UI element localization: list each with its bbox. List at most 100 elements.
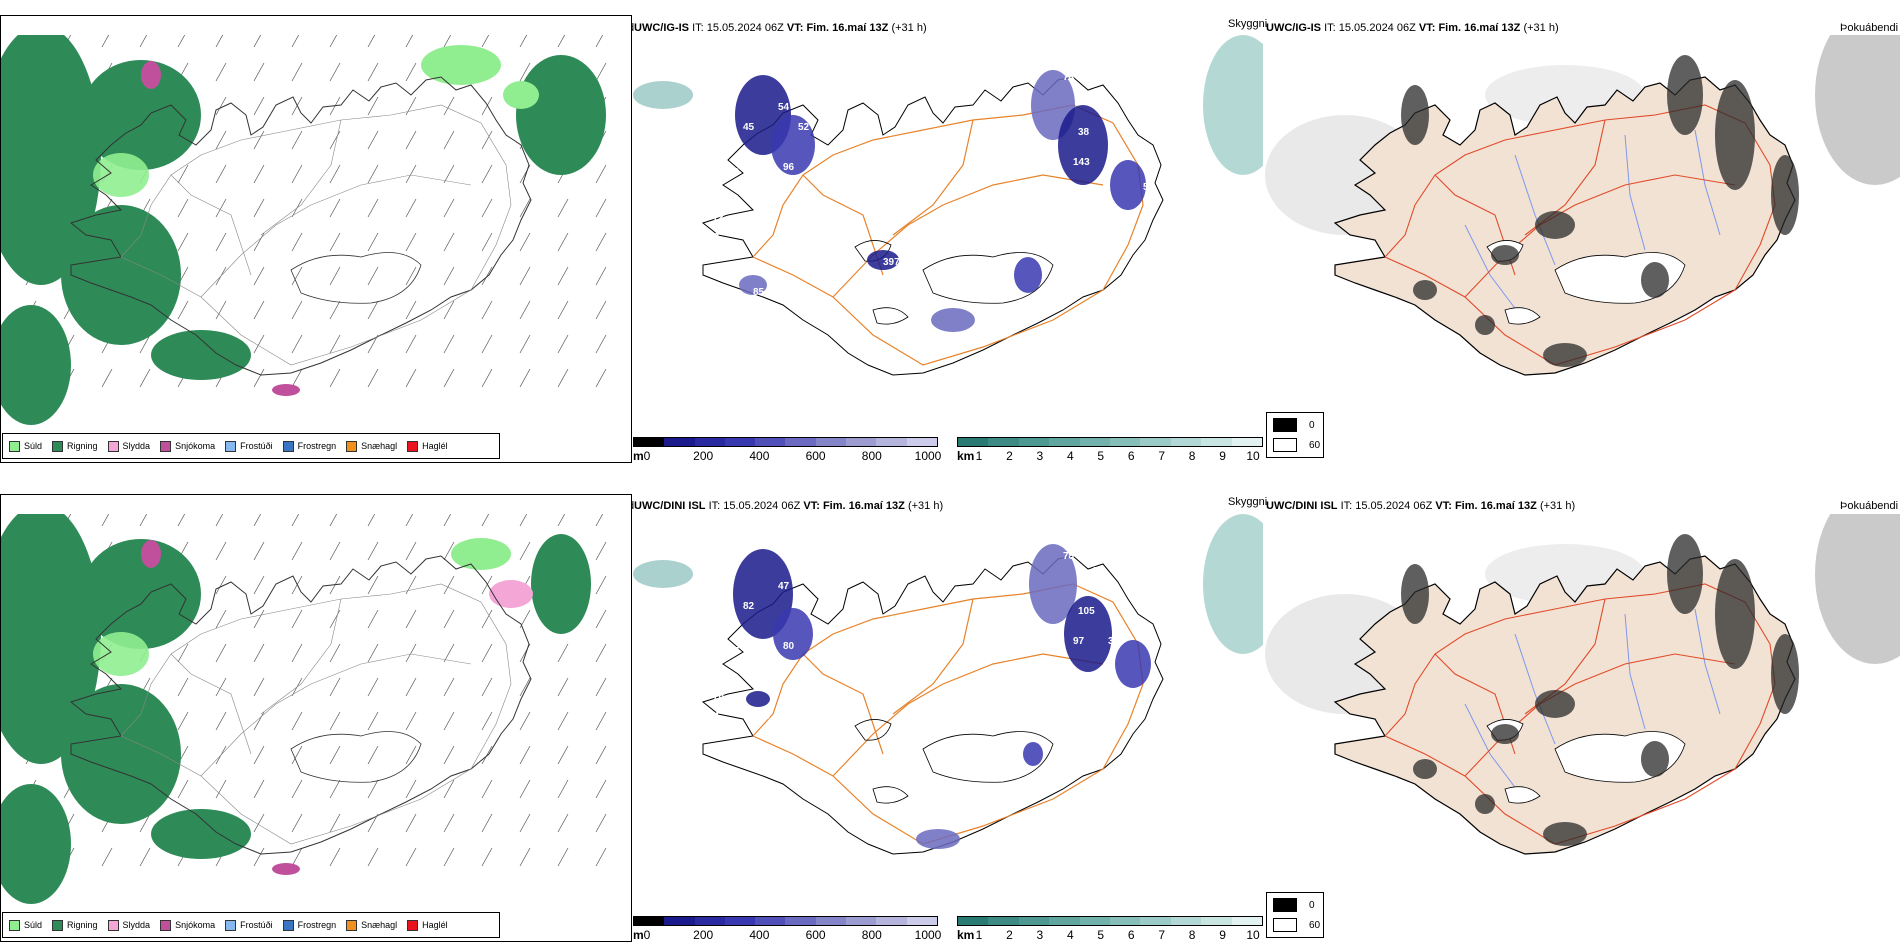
rain-area	[1, 514, 101, 764]
wind-barb	[291, 514, 300, 527]
wind-barb	[443, 300, 455, 320]
colorbar-segment	[1231, 438, 1263, 446]
wind-barb	[443, 368, 455, 388]
road	[752, 256, 1104, 366]
legend-label: Frostúði	[240, 441, 273, 451]
colorbar-tick: 8	[1188, 449, 1196, 463]
legend-swatch	[346, 919, 358, 931]
wind-barb	[557, 232, 569, 252]
rain-area	[531, 534, 591, 634]
wind-barb	[253, 368, 265, 388]
fog-area	[1771, 634, 1799, 714]
wind-barb	[405, 300, 417, 320]
legend-swatch	[9, 440, 20, 452]
wind-barb	[329, 643, 341, 663]
colorbar-tick: 8	[1188, 928, 1196, 942]
colorbar-tick: 3	[1036, 449, 1044, 463]
colorbar-segment	[815, 438, 847, 446]
cloud-base-label: 65	[733, 706, 745, 717]
colorbar-segment	[1231, 917, 1263, 925]
height-colorbar: m 0 200 400 600 800 1000	[633, 437, 941, 463]
wind-barb	[595, 745, 607, 765]
cloud-base-area	[1064, 596, 1112, 672]
colorbar-tick: 800	[861, 928, 882, 942]
wind-barb	[595, 541, 607, 561]
wind-barb	[405, 266, 417, 286]
low-visibility-area	[633, 81, 693, 109]
cloud-base-label: 56	[733, 227, 745, 238]
wind-barb	[367, 514, 376, 527]
wind-barb	[367, 62, 379, 82]
legend-item: Slydda	[107, 440, 150, 452]
fog-legend-label: 60	[1309, 439, 1321, 451]
wind-barb	[139, 847, 151, 867]
wind-barb	[481, 609, 493, 629]
wind-barb	[405, 813, 417, 833]
wind-barb	[519, 62, 531, 82]
wind-barb	[595, 643, 607, 663]
wind-barb	[443, 232, 455, 252]
wind-barb	[291, 609, 303, 629]
wind-barb	[253, 35, 262, 48]
wind-barb	[215, 198, 227, 218]
drizzle-area	[93, 632, 149, 676]
cloud-base-area	[1110, 160, 1146, 210]
wind-barb	[405, 368, 417, 388]
fog-legend: 0 60	[1266, 412, 1324, 458]
wind-barb	[177, 232, 189, 252]
it-label: IT:	[708, 500, 721, 512]
panel-title-cloud: Skyggni	[1228, 496, 1268, 508]
wind-barb	[329, 130, 341, 150]
fog-legend-swatch	[1273, 438, 1297, 452]
fog-area	[1535, 690, 1575, 718]
cloud-base-label: 36	[988, 227, 1000, 238]
colorbar-tick: 400	[749, 928, 770, 942]
cloud-base-label: 76	[713, 691, 725, 702]
wind-barb	[595, 779, 607, 799]
snow-area	[272, 384, 300, 396]
colorbar-tick: 1	[975, 928, 983, 942]
wind-barb	[329, 813, 341, 833]
wind-barb	[139, 35, 148, 48]
iceland-coastline	[701, 76, 1164, 376]
wind-barb	[139, 368, 151, 388]
road	[1384, 735, 1736, 845]
wind-barb	[215, 130, 227, 150]
wind-barb	[481, 779, 493, 799]
legend-item: Súld	[9, 919, 43, 931]
colorbar-strip	[633, 916, 938, 926]
wind-barb	[443, 745, 455, 765]
wind-barb	[405, 35, 414, 48]
fog-area	[1535, 211, 1575, 239]
legend-label: Súld	[24, 920, 43, 930]
lead-time: (+31 h)	[891, 22, 927, 34]
colorbar-unit: m	[633, 928, 644, 942]
wind-barb	[253, 266, 265, 286]
colorbar-strip	[957, 437, 1263, 447]
panel-title-cloud: Skyggni	[1228, 18, 1268, 30]
cloud-base-area	[1023, 742, 1043, 766]
colorbar-segment	[634, 917, 665, 925]
wind-barb	[519, 677, 531, 697]
legend-swatch	[282, 919, 294, 931]
colorbar-segment	[785, 917, 816, 925]
legend-item: Haglél	[407, 919, 448, 931]
river	[1464, 224, 1521, 316]
colorbar-segment	[1079, 438, 1111, 446]
legend-swatch	[225, 440, 237, 452]
wind-barb	[367, 609, 379, 629]
wind-barb	[253, 779, 265, 799]
legend-label: Snæhagl	[361, 920, 398, 930]
wind-barb	[253, 334, 265, 354]
colorbar-segment	[876, 438, 907, 446]
wind-barb	[557, 368, 569, 388]
cloud-base-area	[1115, 640, 1151, 688]
wind-barb	[443, 847, 455, 867]
glacier-outline	[290, 731, 422, 783]
wind-barb	[329, 266, 341, 286]
wind-barb	[481, 575, 493, 595]
wind-barb	[519, 711, 531, 731]
wind-barb	[443, 541, 455, 561]
wind-barb	[215, 711, 227, 731]
fog-area	[1667, 534, 1703, 614]
